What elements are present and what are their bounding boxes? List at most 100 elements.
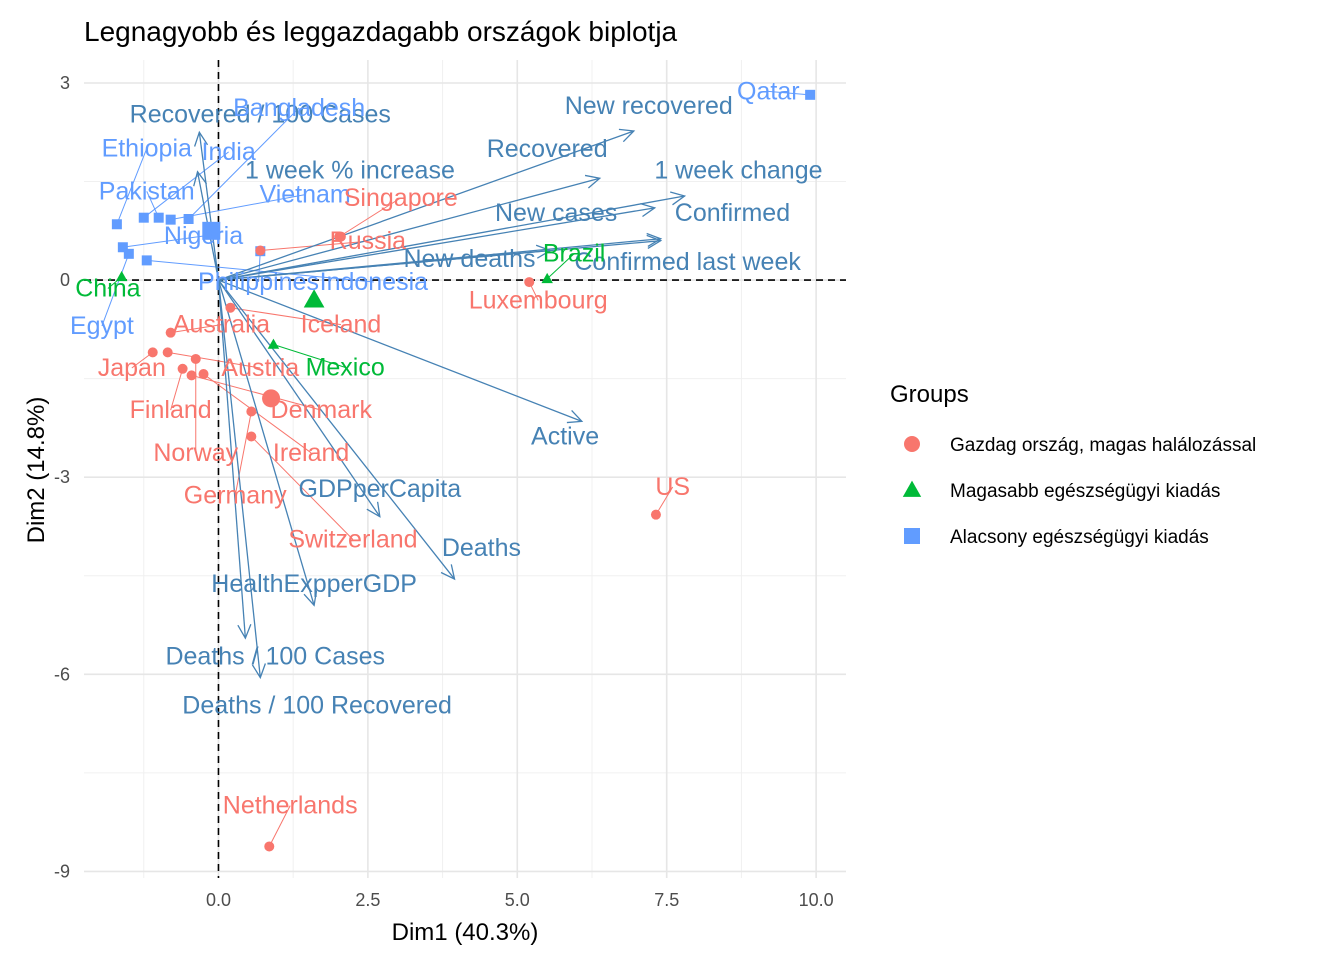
y-tick-label: 0 [60,270,70,290]
y-tick-label: 3 [60,73,70,93]
x-tick-label: 10.0 [799,890,834,910]
chart-title: Legnagyobb és leggazdagabb országok bipl… [84,16,678,47]
label-connector [234,411,252,496]
point-label: China [75,275,140,303]
group-centroid [202,221,221,240]
point-label: Ethiopia [102,135,192,163]
data-point [805,89,816,100]
point-label: Finland [130,396,212,424]
group-centroid [262,389,281,408]
variable-label: HealthExpperGDP [211,570,417,598]
variable-label: Deaths / 100 Cases [165,642,385,670]
data-point [165,214,176,225]
legend-key [904,528,920,544]
y-tick-label: -6 [54,664,70,684]
point-label: Switzerland [288,526,417,554]
point-label: Russia [330,227,407,255]
data-point [165,327,176,338]
point-label: Mexico [306,353,385,381]
data-point [264,841,275,852]
arrow-head [584,174,602,189]
label-connector [268,805,291,847]
data-point [141,255,152,266]
point-label: Vietnam [259,181,350,209]
data-point [186,370,197,381]
arrow-head [193,130,209,147]
point-label: Luxembourg [469,286,608,314]
x-tick-label: 2.5 [355,890,380,910]
data-point [183,214,194,225]
label-connector [230,307,342,326]
data-point [123,248,134,259]
plot-panel: New recovered Recovered / 100 Cases Recove… [70,60,846,878]
arrow-head [193,170,208,187]
data-point [138,212,149,223]
point-label: Iceland [301,311,382,339]
y-axis-title: Dim2 (14.8%) [23,397,50,544]
point-label: Pakistan [99,177,195,205]
point-label: Nigeria [164,222,243,250]
variable-arrow [217,280,247,639]
y-tick-label: -9 [54,861,70,881]
label-connector [655,486,674,515]
variable-arrows [193,128,687,680]
group-centroids [202,221,325,408]
data-point [524,277,535,288]
variable-arrow [218,130,635,281]
label-connector [250,436,354,540]
variable-label: New recovered [565,92,733,120]
variable-label: Deaths [442,534,521,562]
data-point [147,347,158,358]
data-point [111,219,122,230]
point-label: India [202,138,256,166]
variable-label: Deaths / 100 Recovered [182,692,452,720]
variable-label: New cases [495,199,617,227]
x-axis-ticks: 0.0 2.5 5.0 7.5 10.0 [206,890,834,910]
label-connector [273,344,346,368]
label-connectors [101,90,811,847]
arrow-head [251,663,266,680]
arrow-head [646,234,663,249]
point-label: Netherlands [223,792,358,820]
data-point [255,245,266,256]
arrow-head [646,232,663,248]
point-label: Austria [221,354,299,382]
variable-arrow [218,279,583,422]
point-label: Ireland [273,439,349,467]
x-axis-title: Dim1 (40.3%) [392,919,539,946]
arrow-head [618,128,636,143]
label-connector [122,235,204,248]
data-point [246,431,257,442]
grid-lines [84,60,846,878]
variable-label: GDPperCapita [299,475,462,503]
legend-items: Gazdag ország, magas halálozással Magasab… [902,435,1256,548]
point-label: Japan [98,354,166,382]
group-centroid [303,289,325,308]
legend-key [904,436,920,452]
legend-label: Magasabb egészségügyi kiadás [950,481,1220,502]
variable-arrow [218,207,655,281]
point-label: Norway [153,439,238,467]
x-tick-label: 5.0 [505,890,530,910]
data-point [246,406,257,417]
arrow-head [566,409,584,424]
variable-arrow [217,279,456,580]
point-label: Brazil [543,240,606,268]
variable-arrow [217,280,261,678]
legend-title: Groups [890,381,969,408]
point-label: Germany [184,481,287,509]
point-label: Denmark [271,396,373,424]
data-point [650,509,661,520]
label-connector [146,259,374,283]
variable-arrow [198,132,220,281]
point-label: Singapore [344,184,458,212]
variable-labels: New recovered Recovered / 100 Cases Recove… [130,92,823,720]
data-point [198,369,209,380]
arrow-head [303,590,318,607]
variable-label: Recovered [487,135,608,163]
label-connector [170,368,184,411]
variable-label: Confirmed [675,199,790,227]
label-connector [167,351,261,369]
label-connector [101,253,130,327]
